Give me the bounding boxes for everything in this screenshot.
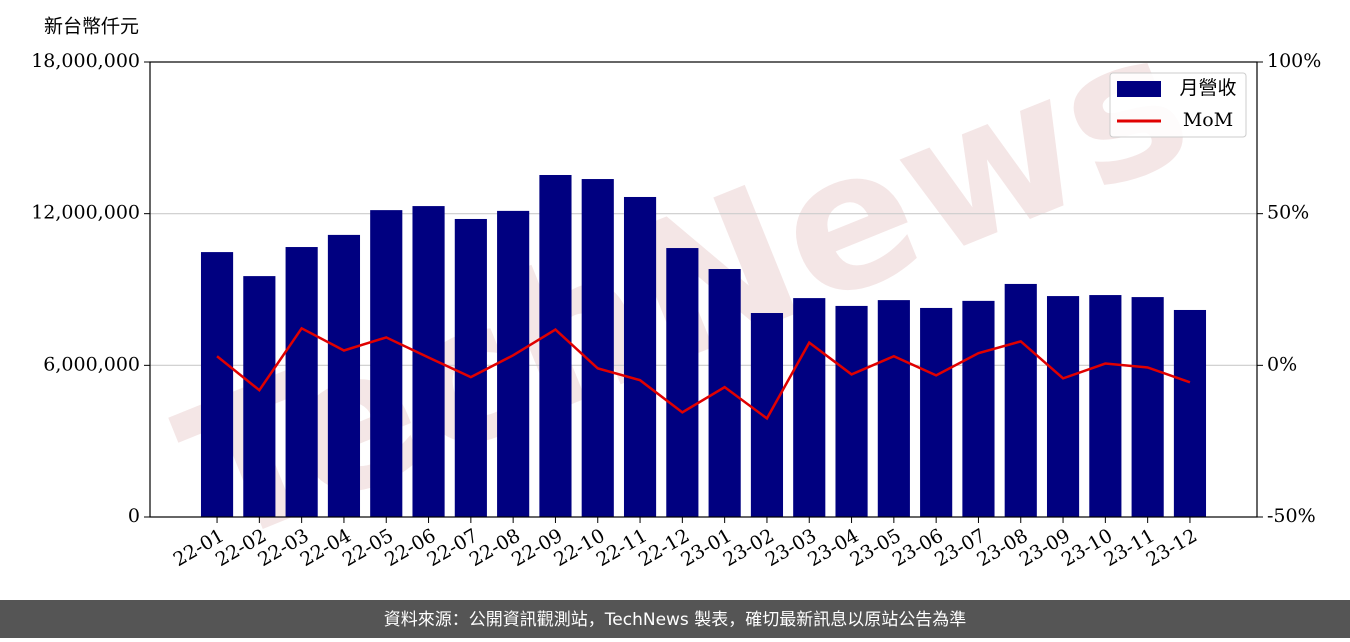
- legend-label: MoM: [1183, 109, 1233, 131]
- bar: [1173, 309, 1207, 517]
- bar: [370, 210, 403, 517]
- bar: [1089, 295, 1122, 517]
- legend-swatch: [1117, 81, 1161, 97]
- y-axis-label: 新台幣仟元: [44, 16, 139, 38]
- y2-tick-label: 50%: [1267, 202, 1309, 224]
- y2-tick-label: 100%: [1267, 50, 1321, 72]
- y-tick-label: 12,000,000: [31, 202, 140, 224]
- footer-bar: [0, 600, 1350, 638]
- bar: [1004, 283, 1037, 517]
- footer-text: 資料來源：公開資訊觀測站，TechNews 製表，確切最新訊息以原站公告為準: [384, 610, 966, 630]
- bar: [200, 252, 234, 518]
- bar: [666, 248, 699, 518]
- bar: [243, 276, 276, 517]
- bar: [920, 307, 953, 517]
- plot-frame: [149, 61, 1258, 518]
- y2-tick-label: 0%: [1267, 353, 1297, 375]
- line: [216, 326, 1191, 421]
- bar: [497, 210, 530, 517]
- bar: [877, 300, 910, 517]
- bar: [962, 300, 995, 517]
- bar: [793, 298, 826, 517]
- y-tick-label: 6,000,000: [43, 353, 140, 375]
- y-tick-label: 0: [128, 505, 140, 527]
- bar: [539, 174, 572, 517]
- legend-label: 月營收: [1179, 77, 1236, 99]
- y2-tick-label: -50%: [1267, 505, 1316, 527]
- bar: [581, 179, 614, 517]
- bar: [750, 313, 784, 517]
- bar: [454, 218, 487, 517]
- y-tick-label: 18,000,000: [31, 50, 140, 72]
- bar: [327, 234, 361, 517]
- bar: [1131, 297, 1164, 517]
- bar: [285, 247, 318, 518]
- bar: [623, 196, 657, 517]
- bar: [835, 305, 868, 517]
- bar: [1046, 296, 1080, 517]
